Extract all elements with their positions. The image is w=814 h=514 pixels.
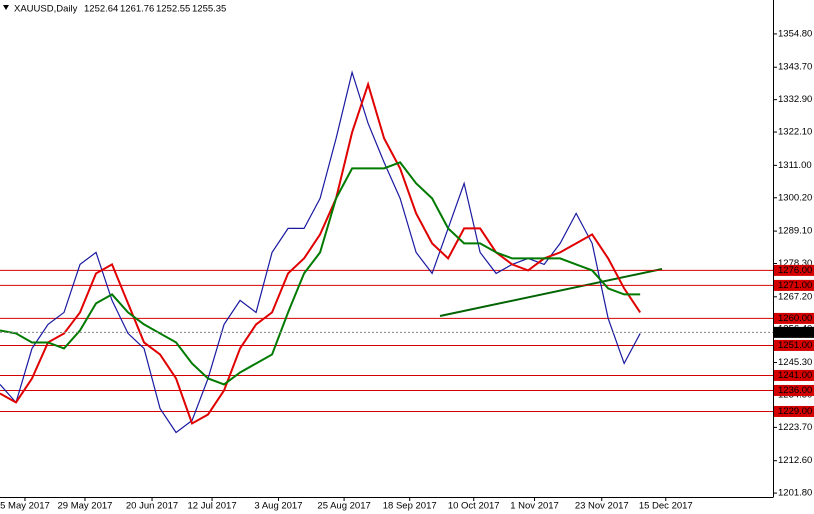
- level-tag: [774, 312, 814, 324]
- x-tick-label: 15 Dec 2017: [639, 501, 693, 512]
- x-tick-label: 12 Jul 2017: [187, 501, 236, 512]
- y-tick-label: 1278.30: [778, 258, 812, 269]
- y-tick-label: 1300.20: [778, 192, 812, 203]
- level-label: 1260.00: [778, 313, 812, 324]
- x-tick-label: 18 Sep 2017: [383, 501, 437, 512]
- y-tick-label: 1223.70: [778, 422, 812, 433]
- level-label: 1241.00: [778, 370, 812, 381]
- ohlc-high: 1261.76: [120, 4, 154, 15]
- level-label: 1276.00: [778, 265, 812, 276]
- level-tag: [774, 339, 814, 351]
- y-tick-label: 1332.90: [778, 94, 812, 105]
- series-line: [0, 161, 641, 386]
- level-tag: [774, 264, 814, 276]
- price-label: 1255.35: [778, 327, 812, 338]
- ohlc-open: 1252.64: [84, 4, 118, 15]
- x-tick-label: 3 Aug 2017: [254, 501, 302, 512]
- x-tick-label: 20 Jun 2017: [126, 501, 178, 512]
- y-tick-label: 1289.10: [778, 226, 812, 237]
- ohlc-low: 1252.55: [156, 4, 190, 15]
- price-tag: [774, 326, 814, 338]
- symbol: XAUUSD,Daily: [14, 4, 78, 15]
- x-tick-label: 1 Nov 2017: [510, 501, 559, 512]
- trend-line: [439, 268, 663, 317]
- y-tick-label: 1354.80: [778, 28, 812, 39]
- x-tick-label: 25 Aug 2017: [317, 501, 370, 512]
- level-label: 1271.00: [778, 280, 812, 291]
- x-tick-label: 23 Nov 2017: [575, 501, 629, 512]
- y-tick-label: 1343.70: [778, 62, 812, 73]
- level-label: 1251.00: [778, 340, 812, 351]
- x-tick-label: 5 May 2017: [0, 501, 50, 512]
- menu-triangle: [3, 5, 9, 10]
- series-line: [0, 70, 641, 434]
- x-tick-label: 29 May 2017: [58, 501, 113, 512]
- level-label: 1229.00: [778, 406, 812, 417]
- y-tick-label: 1201.80: [778, 488, 812, 499]
- y-tick-label: 1322.10: [778, 127, 812, 138]
- ohlc-close: 1255.35: [192, 4, 226, 15]
- x-tick-label: 10 Oct 2017: [448, 501, 500, 512]
- y-tick-label: 1212.60: [778, 455, 812, 466]
- y-tick-label: 1311.00: [778, 160, 812, 171]
- level-tag: [774, 384, 814, 396]
- level-label: 1236.00: [778, 385, 812, 396]
- level-tag: [774, 369, 814, 381]
- level-tag: [774, 405, 814, 417]
- y-tick-label: 1245.30: [778, 357, 812, 368]
- series-line: [0, 81, 641, 425]
- y-tick-label: 1267.20: [778, 291, 812, 302]
- level-tag: [774, 279, 814, 291]
